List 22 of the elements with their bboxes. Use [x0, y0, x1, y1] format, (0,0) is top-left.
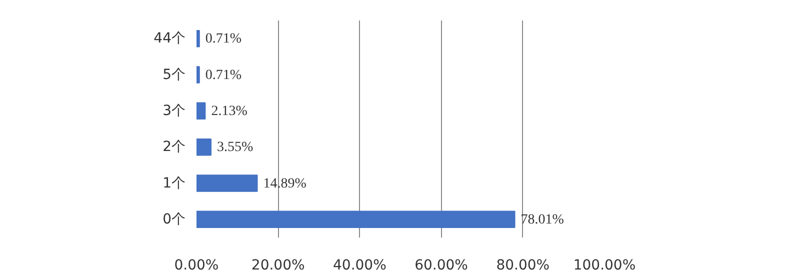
x-tick-label: 40.00% [333, 258, 386, 274]
data-label: 0.71% [205, 68, 242, 83]
bar [196, 174, 258, 192]
x-tick-label: 20.00% [251, 258, 305, 274]
y-tick-label: 0个 [162, 211, 186, 228]
y-tick-label: 44个 [154, 30, 186, 47]
data-label: 2.13% [211, 104, 248, 119]
x-tick-label: 80.00% [496, 258, 550, 274]
x-tick-label: 0.00% [174, 258, 219, 274]
x-tick-label: 100.00% [573, 258, 636, 274]
y-tick-label: 3个 [162, 102, 186, 119]
y-tick-label: 1个 [162, 175, 186, 192]
y-tick-label: 2个 [162, 139, 186, 156]
bar [196, 102, 206, 120]
bar [196, 138, 212, 156]
bar [196, 66, 200, 84]
x-tick-label: 60.00% [414, 258, 468, 274]
bar [196, 30, 200, 48]
y-tick-label: 5个 [162, 66, 186, 83]
bar [196, 210, 516, 228]
data-label: 3.55% [216, 140, 254, 156]
data-label: 0.71% [205, 32, 242, 47]
